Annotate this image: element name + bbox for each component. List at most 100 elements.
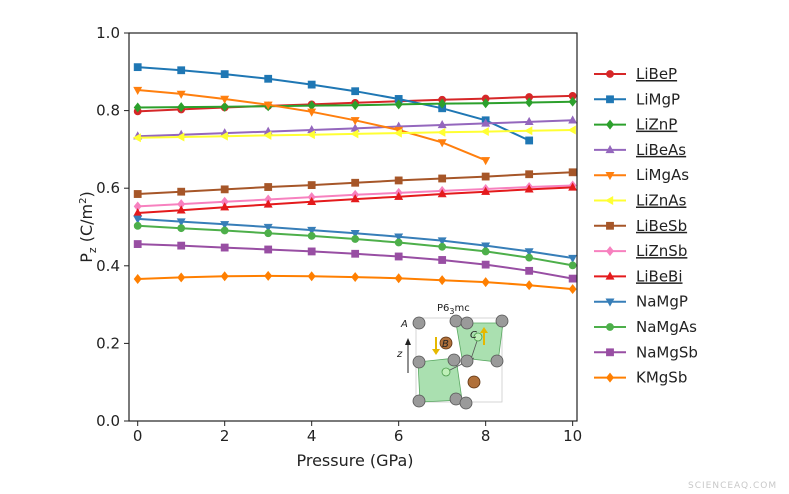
data-point [350,129,359,139]
x-tick-label: 2 [220,427,230,445]
data-point [568,115,578,124]
atom-c [473,332,483,342]
data-point [351,249,360,258]
data-point [481,157,491,166]
data-point [394,191,404,200]
legend-entry-liznas: LiZnAs [594,192,687,210]
data-point [176,132,185,142]
dipole-arrowhead [480,327,488,333]
legend-label: LiBeBi [636,267,683,285]
data-point [133,215,143,224]
legend-label: LiBeAs [636,141,686,159]
legend-marker [606,95,614,104]
data-point [133,274,142,284]
data-point [351,87,360,96]
legend-label: NaMgAs [636,318,697,336]
data-point [177,66,186,75]
y-axis-title: Pz (C/m2) [77,191,99,263]
data-point [177,102,186,113]
crystal-structure-inset: P63mc A B C z [396,303,509,410]
data-point [394,252,403,261]
data-point [393,128,402,138]
data-point [263,199,273,208]
data-point [307,226,317,236]
data-point [437,189,447,198]
data-point [133,63,142,72]
series-namgas [133,221,577,270]
data-point [568,284,577,295]
data-point [394,233,404,242]
data-point [350,117,360,126]
legend-entry-libeas: LiBeAs [594,141,686,159]
legend-label: LiMgAs [636,166,689,184]
data-point [350,230,360,239]
data-point [220,243,229,252]
data-point [307,181,316,189]
data-point [220,226,229,235]
dipole-arrowhead [432,349,440,355]
data-point [351,235,360,243]
data-point [481,260,490,269]
data-point [525,136,534,145]
legend-entry-limgp: LiMgP [594,90,680,108]
data-point [394,238,403,247]
data-point [394,99,403,110]
legend-marker [605,144,615,154]
space-group-label: P63mc [437,303,470,316]
legend-marker [605,298,615,307]
y-tick-label: 0.6 [96,179,120,197]
data-point [220,202,230,211]
data-point [524,116,534,126]
data-point [263,101,273,110]
data-point [133,240,142,248]
data-point [437,127,446,137]
data-point [394,176,403,185]
data-point [480,127,489,137]
legend: LiBeP LiMgP LiZnP LiBeAs LiMgAs LiZnAs LiBeSb L… [594,65,698,387]
legend-marker [605,196,614,205]
series-line [137,66,530,142]
watermark: SCIENCEAQ.COM [688,481,777,491]
data-point [481,277,490,288]
data-point [481,186,491,195]
data-point [481,98,490,109]
data-point [264,245,273,254]
legend-label: LiMgP [636,90,680,108]
data-point [264,74,273,83]
y-tick-label: 0.8 [96,102,120,120]
atoms-gray [412,314,509,410]
data-point [568,261,577,270]
data-point [481,118,491,127]
data-point [351,100,360,111]
data-point [219,131,228,141]
data-point [220,185,229,194]
z-axis-label: z [396,349,403,360]
data-point [567,125,576,135]
data-point [307,271,316,282]
data-point [437,139,447,148]
data-point [438,242,447,251]
data-point [307,80,316,89]
data-point [177,187,186,196]
data-point [263,223,273,232]
y-tick-label: 0.2 [96,334,120,352]
legend-entry-libesb: LiBeSb [594,217,687,235]
data-point [220,95,230,104]
data-point [176,205,186,214]
data-point [133,221,142,230]
legend-label: KMgSb [636,369,687,387]
y-tick-label: 0.0 [96,412,120,430]
data-point [220,70,229,79]
legend-label: LiBeSb [636,217,687,235]
data-point [307,196,317,205]
site-label-a: A [400,319,408,330]
series-namgp [133,215,578,263]
legend-label: LiBeP [636,65,677,83]
data-point [220,221,230,230]
axis-ticks: 0 2 4 6 8 10 0.0 0.2 0.4 0.6 0.8 1.0 [96,24,582,445]
legend-label: NaMgSb [636,343,698,361]
legend-marker [606,221,614,230]
legend-marker [605,271,615,280]
legend-entry-liznp: LiZnP [594,116,677,134]
